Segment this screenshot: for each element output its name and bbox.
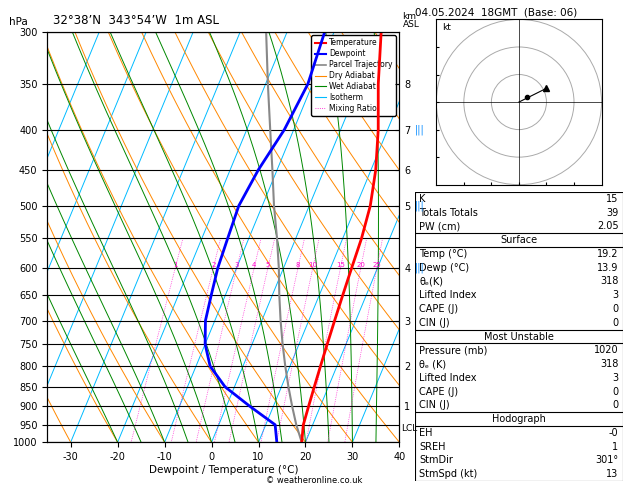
Text: 2: 2 — [211, 262, 216, 268]
Text: LCL: LCL — [401, 424, 417, 433]
Text: 15: 15 — [336, 262, 345, 268]
Text: Surface: Surface — [500, 235, 538, 245]
Text: 10: 10 — [308, 262, 317, 268]
Text: StmDir: StmDir — [420, 455, 453, 466]
Text: 0: 0 — [613, 304, 618, 314]
Text: Most Unstable: Most Unstable — [484, 331, 554, 342]
Text: 13: 13 — [606, 469, 618, 479]
Text: 1: 1 — [613, 442, 618, 451]
Text: © weatheronline.co.uk: © weatheronline.co.uk — [266, 475, 363, 485]
Text: 04.05.2024  18GMT  (Base: 06): 04.05.2024 18GMT (Base: 06) — [415, 7, 577, 17]
Text: 8: 8 — [296, 262, 300, 268]
Text: 19.2: 19.2 — [597, 249, 618, 259]
Text: km
ASL: km ASL — [403, 12, 420, 29]
Text: 1020: 1020 — [594, 346, 618, 355]
Text: CAPE (J): CAPE (J) — [420, 387, 459, 397]
Text: θₑ(K): θₑ(K) — [420, 277, 443, 286]
Text: 5: 5 — [265, 262, 270, 268]
Text: 318: 318 — [600, 359, 618, 369]
Text: 39: 39 — [606, 208, 618, 218]
Text: |||: ||| — [415, 124, 425, 135]
Text: Totals Totals: Totals Totals — [420, 208, 478, 218]
Text: -0: -0 — [609, 428, 618, 438]
Text: Dewp (°C): Dewp (°C) — [420, 263, 469, 273]
Text: CIN (J): CIN (J) — [420, 400, 450, 410]
Text: SREH: SREH — [420, 442, 446, 451]
Text: 32°38’N  343°54’W  1m ASL: 32°38’N 343°54’W 1m ASL — [53, 14, 220, 27]
Text: 2.05: 2.05 — [597, 222, 618, 231]
Text: 20: 20 — [356, 262, 365, 268]
Text: 15: 15 — [606, 194, 618, 204]
Text: StmSpd (kt): StmSpd (kt) — [420, 469, 477, 479]
Text: Hodograph: Hodograph — [492, 414, 546, 424]
Text: θₑ (K): θₑ (K) — [420, 359, 447, 369]
Text: 1: 1 — [173, 262, 177, 268]
Text: kt: kt — [442, 23, 451, 33]
Text: 301°: 301° — [596, 455, 618, 466]
X-axis label: Dewpoint / Temperature (°C): Dewpoint / Temperature (°C) — [148, 465, 298, 475]
Text: 4: 4 — [252, 262, 256, 268]
Text: 13.9: 13.9 — [597, 263, 618, 273]
Text: 25: 25 — [372, 262, 381, 268]
Text: 0: 0 — [613, 318, 618, 328]
Text: |||: ||| — [415, 263, 425, 273]
Text: 3: 3 — [613, 373, 618, 383]
Text: PW (cm): PW (cm) — [420, 222, 460, 231]
Text: hPa: hPa — [9, 17, 28, 27]
Text: Pressure (mb): Pressure (mb) — [420, 346, 487, 355]
Text: 318: 318 — [600, 277, 618, 286]
Text: 0: 0 — [613, 387, 618, 397]
Text: Lifted Index: Lifted Index — [420, 290, 477, 300]
Text: |||: ||| — [415, 201, 425, 211]
Text: 0: 0 — [613, 400, 618, 410]
Text: EH: EH — [420, 428, 433, 438]
Text: 3: 3 — [235, 262, 239, 268]
Text: 3: 3 — [613, 290, 618, 300]
Text: CIN (J): CIN (J) — [420, 318, 450, 328]
Text: Temp (°C): Temp (°C) — [420, 249, 467, 259]
Text: K: K — [420, 194, 426, 204]
Text: CAPE (J): CAPE (J) — [420, 304, 459, 314]
Legend: Temperature, Dewpoint, Parcel Trajectory, Dry Adiabat, Wet Adiabat, Isotherm, Mi: Temperature, Dewpoint, Parcel Trajectory… — [311, 35, 396, 116]
Text: Lifted Index: Lifted Index — [420, 373, 477, 383]
